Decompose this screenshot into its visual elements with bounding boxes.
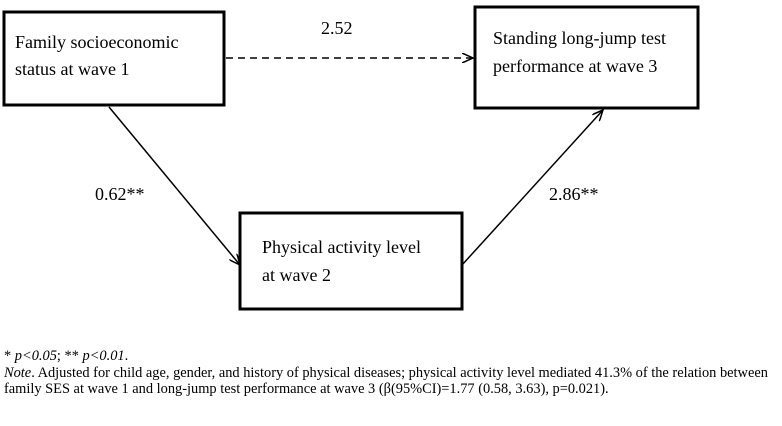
sig2-p: p<0.01 xyxy=(82,348,125,364)
activity-box xyxy=(238,211,464,311)
sig-separator: ; xyxy=(56,348,65,364)
path-a-coefficient: 0.62** xyxy=(95,184,145,204)
note-paragraph: Note. Adjusted for child age, gender, an… xyxy=(4,365,780,398)
direct-path-coefficient: 2.52 xyxy=(321,18,353,38)
activity-label-line-2: at wave 2 xyxy=(262,265,331,285)
ses-label-line-2: status at wave 1 xyxy=(15,59,129,79)
path-b-coefficient: 2.86** xyxy=(549,184,599,204)
sig1-star: * xyxy=(4,348,15,364)
note-text: . Adjusted for child age, gender, and hi… xyxy=(4,364,768,398)
ses-box xyxy=(2,10,226,107)
note-label: Note xyxy=(4,364,32,381)
activity-label-line-1: Physical activity level xyxy=(262,237,421,257)
ses-label-line-1: Family socioeconomic xyxy=(15,32,178,52)
sig2-star: ** xyxy=(64,348,83,364)
path-b-arrow xyxy=(461,110,603,266)
jump-box xyxy=(473,5,700,110)
sig1-p: p<0.05 xyxy=(14,348,57,364)
sig-end: . xyxy=(124,348,129,364)
footnote: * p<0.05; ** p<0.01. Note. Adjusted for … xyxy=(4,348,780,398)
path-a-arrow xyxy=(108,106,240,265)
significance-legend: * p<0.05; ** p<0.01. xyxy=(4,348,780,365)
jump-label-line-2: performance at wave 3 xyxy=(493,56,657,76)
jump-label-line-1: Standing long-jump test xyxy=(493,28,666,48)
